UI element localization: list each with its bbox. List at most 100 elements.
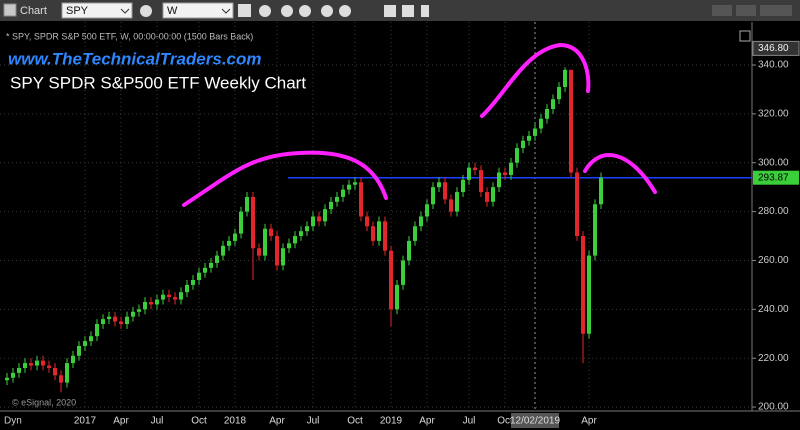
candle-body [29, 363, 33, 366]
x-tick-label: Oct [497, 416, 513, 427]
candle-body [527, 135, 531, 141]
chart-icon[interactable] [3, 3, 17, 17]
copyright: © eSignal, 2020 [12, 397, 76, 407]
candle-body [587, 255, 591, 334]
template-button[interactable] [321, 5, 333, 17]
candle-body [113, 316, 117, 322]
close-button[interactable] [760, 5, 792, 16]
y-tick-label: 200.00 [758, 402, 789, 413]
candle-body [521, 140, 525, 149]
candle-body [203, 267, 207, 273]
candle-body [431, 187, 435, 205]
candle-body [515, 148, 519, 163]
share-button[interactable] [384, 5, 396, 17]
candle-body [503, 172, 507, 175]
y-tick-label: 220.00 [758, 353, 789, 364]
expand-button[interactable] [739, 30, 751, 42]
crosshair-price-label: 346.80 [758, 43, 789, 54]
alert-button[interactable] [339, 5, 351, 17]
candle-body [467, 167, 471, 180]
x-tick-label: Oct [347, 416, 363, 427]
candle-body [317, 216, 321, 222]
candle-body [191, 280, 195, 285]
candle-body [89, 336, 93, 342]
x-tick-label: Jul [463, 416, 476, 427]
candle-body [155, 299, 159, 305]
candle-body [275, 236, 279, 266]
candle-body [437, 182, 441, 188]
dropdown-arrow[interactable] [120, 8, 130, 14]
x-tick-label: Apr [581, 416, 597, 427]
symbol-input[interactable] [61, 2, 133, 19]
dropdown-arrow[interactable] [221, 8, 231, 14]
candle-body [119, 321, 123, 324]
chart-header: * SPY, SPDR S&P 500 ETF, W, 00:00-00:00 … [6, 31, 253, 41]
candle-body [575, 172, 579, 237]
corner-label: Dyn [4, 416, 22, 427]
minimize-button[interactable] [712, 5, 732, 16]
candle-body [35, 360, 39, 366]
settings-button[interactable] [238, 4, 251, 17]
candle-body [311, 216, 315, 227]
candle-body [233, 233, 237, 241]
twitter-button[interactable] [402, 5, 414, 17]
candle-body [341, 189, 345, 197]
facebook-button[interactable] [421, 5, 429, 17]
candle-body [227, 240, 231, 246]
candle-body [107, 316, 111, 320]
x-tick-label: Apr [269, 416, 285, 427]
candle-body [509, 162, 513, 175]
candle-body [479, 170, 483, 193]
candle-body [395, 284, 399, 310]
y-tick-label: 320.00 [758, 109, 789, 120]
y-tick-label: 340.00 [758, 60, 789, 71]
study-button[interactable] [299, 5, 311, 17]
draw-button[interactable] [259, 5, 271, 17]
candle-body [371, 226, 375, 241]
candle-body [335, 196, 339, 202]
candle-body [149, 302, 153, 305]
candle-body [569, 69, 573, 173]
x-tick-label: Apr [419, 416, 435, 427]
y-tick-label: 240.00 [758, 304, 789, 315]
candle-body [407, 240, 411, 261]
maximize-button[interactable] [736, 5, 756, 16]
candle-body [347, 184, 351, 190]
candle-body [11, 372, 15, 378]
candle-body [323, 209, 327, 222]
interval-input[interactable] [162, 2, 234, 19]
candle-body [257, 248, 261, 256]
candle-body [491, 187, 495, 202]
candle-body [143, 302, 147, 310]
x-tick-label: Oct [191, 416, 207, 427]
link-button[interactable] [140, 5, 152, 17]
candle-body [209, 262, 213, 268]
candle-body [401, 260, 405, 285]
candle-body [131, 311, 135, 317]
candle-body [593, 204, 597, 256]
x-tick-label: 12/02/2019 [510, 416, 560, 427]
candle-body [443, 182, 447, 200]
candle-body [239, 211, 243, 234]
candle-body [581, 236, 585, 334]
x-tick-label: Jul [151, 416, 164, 427]
candle-body [359, 182, 363, 217]
interval: W [167, 5, 178, 17]
candle-body [125, 316, 129, 324]
candle-body [449, 199, 453, 212]
candle-body [563, 69, 567, 87]
candle-body [551, 99, 555, 109]
candle-body [545, 108, 549, 119]
candle-body [83, 341, 87, 346]
x-tick-label: Jul [307, 416, 320, 427]
line-button[interactable] [281, 5, 293, 17]
candle-body [71, 355, 75, 364]
candle-body [293, 236, 297, 244]
annotations [182, 42, 657, 207]
candle-body [485, 192, 489, 202]
chart-title: SPY SPDR S&P500 ETF Weekly Chart [10, 73, 306, 92]
candle-body [179, 292, 183, 300]
candle-body [173, 297, 177, 300]
candle-body [263, 228, 267, 256]
